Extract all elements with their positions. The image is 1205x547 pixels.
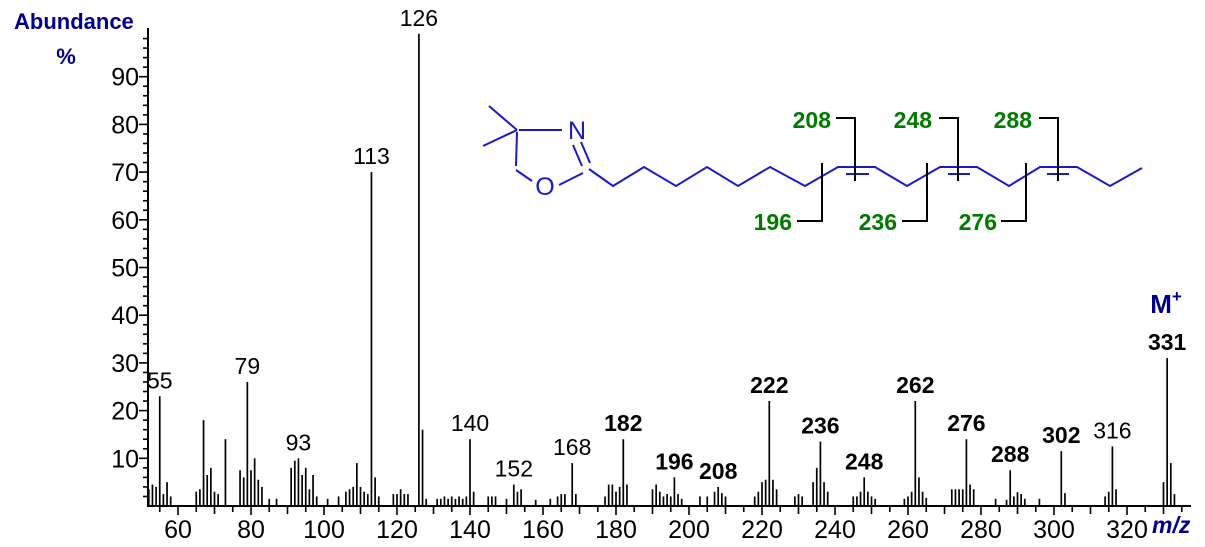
cleavage-marker-236: [902, 163, 928, 222]
alkyl-chain: [588, 165, 1143, 188]
molecular-ion-label: M+: [1150, 287, 1182, 319]
y-tick-label: 60: [111, 207, 139, 235]
peak-label-168: 168: [553, 434, 591, 460]
y-tick-label: 70: [111, 159, 139, 187]
x-tick-label: 140: [449, 516, 491, 544]
bond-n-c2-outer: [580, 141, 591, 164]
x-tick-label: 100: [303, 516, 345, 544]
peak-label-288: 288: [991, 441, 1030, 467]
y-tick-label: 10: [111, 445, 139, 473]
bond-c5-c4: [515, 131, 518, 167]
bond-methyl-1: [488, 105, 518, 131]
x-tick-label: 120: [376, 516, 418, 544]
y-tick-label: 40: [111, 302, 139, 330]
peak-label-236: 236: [801, 413, 839, 439]
peak-label-140: 140: [451, 410, 489, 436]
peak-label-196: 196: [655, 448, 693, 474]
cleavage-marker-196: [797, 163, 823, 222]
molecule-structure: N O 196 208 236 248 276 288: [482, 105, 1143, 235]
peak-label-248: 248: [845, 448, 884, 474]
x-tick-label: 300: [1033, 516, 1075, 544]
x-tick-label: 260: [887, 516, 929, 544]
y-axis-title: Abundance: [14, 9, 134, 34]
peak-label-222: 222: [750, 372, 788, 398]
x-tick-label: 160: [522, 516, 564, 544]
cleavage-label-208: 208: [793, 107, 832, 133]
bond-o-c5: [515, 169, 533, 182]
cleavage-marker-288: [1039, 117, 1059, 181]
cleavage-marker-208: [836, 117, 856, 181]
x-tick-label: 60: [164, 516, 192, 544]
x-tick-label: 220: [741, 516, 783, 544]
y-tick-label: 20: [111, 398, 139, 426]
peak-label-55: 55: [147, 367, 173, 393]
cleavage-label-288: 288: [994, 107, 1033, 133]
cleavage-label-276: 276: [959, 209, 997, 235]
x-tick-label: 180: [595, 516, 637, 544]
x-tick-label: 320: [1106, 516, 1148, 544]
peak-label-152: 152: [495, 456, 533, 482]
peak-label-79: 79: [235, 353, 261, 379]
cleavage-label-196: 196: [754, 209, 792, 235]
peak-label-126: 126: [400, 5, 438, 31]
peak-label-262: 262: [896, 372, 934, 398]
peak-label-331: 331: [1148, 329, 1187, 355]
peak-label-93: 93: [286, 429, 312, 455]
peak-label-182: 182: [604, 410, 642, 436]
peak-label-113: 113: [353, 143, 390, 169]
x-axis-title: m/z: [1152, 512, 1191, 538]
x-tick-label: 80: [237, 516, 265, 544]
x-tick-label: 280: [960, 516, 1002, 544]
atom-o-label: O: [535, 173, 554, 201]
atom-n-label: N: [568, 117, 586, 145]
peak-label-316: 316: [1093, 417, 1131, 443]
cleavage-label-248: 248: [894, 107, 933, 133]
bond-c2-o: [558, 172, 584, 186]
cleavage-marker-276: [1001, 163, 1027, 222]
peak-label-208: 208: [699, 458, 738, 484]
peak-label-302: 302: [1042, 422, 1080, 448]
y-tick-label: 50: [111, 255, 139, 283]
y-tick-label: 30: [111, 350, 139, 378]
axis-ticks: 60 80 100 120 140 160 180 200 220 240 260 280 300 320…: [111, 37, 1183, 544]
bond-methyl-2: [482, 129, 518, 147]
cleavage-marker-248: [939, 117, 959, 181]
bond-n-c2-inner: [572, 144, 583, 167]
spectrum-peaks: [147, 33, 1176, 505]
peak-label-276: 276: [947, 410, 985, 436]
x-tick-label: 240: [814, 516, 856, 544]
x-tick-label: 200: [668, 516, 710, 544]
y-axis-unit: %: [56, 44, 76, 69]
y-tick-label: 80: [111, 111, 139, 139]
y-tick-label: 90: [111, 64, 139, 92]
cleavage-label-236: 236: [859, 209, 897, 235]
